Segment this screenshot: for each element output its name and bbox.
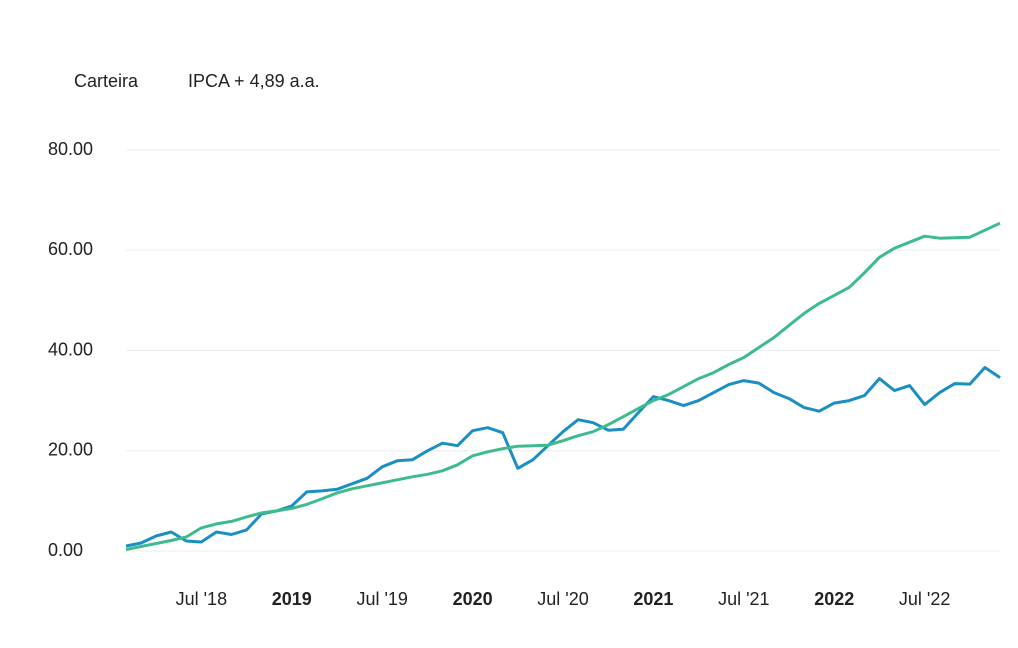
- x-tick-label: Jul '20: [537, 589, 588, 609]
- series-line: [125, 221, 1001, 551]
- y-tick-label: 40.00: [48, 339, 93, 359]
- x-tick-label: 2021: [633, 589, 673, 609]
- y-tick-label: 20.00: [48, 440, 93, 460]
- y-tick-label: 80.00: [48, 139, 93, 159]
- x-tick-label: Jul '18: [176, 589, 227, 609]
- y-tick-label: 60.00: [48, 239, 93, 259]
- legend-label: IPCA + 4,89 a.a.: [188, 71, 320, 91]
- x-tick-label: Jul '21: [718, 589, 769, 609]
- x-tick-label: 2019: [272, 589, 312, 609]
- series-line: [125, 366, 1001, 548]
- legend-label: Carteira: [74, 71, 139, 91]
- y-tick-label: 0.00: [48, 540, 83, 560]
- x-tick-label: Jul '22: [899, 589, 950, 609]
- x-tick-label: Jul '19: [356, 589, 407, 609]
- x-tick-label: 2020: [453, 589, 493, 609]
- x-tick-label: 2022: [814, 589, 854, 609]
